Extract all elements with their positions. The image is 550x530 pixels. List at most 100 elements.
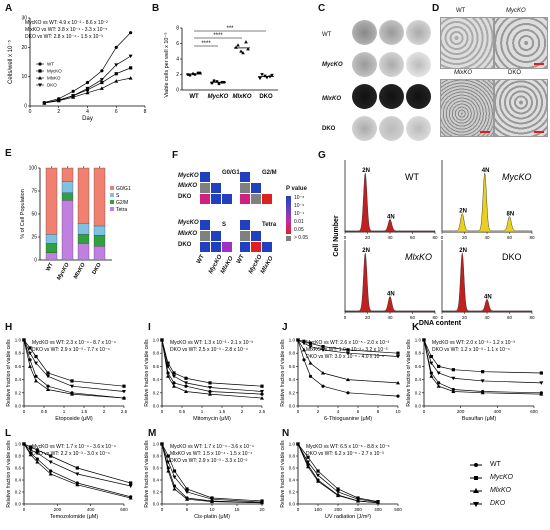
x-tick-label: WT	[189, 94, 199, 100]
data-point-mycko	[46, 371, 50, 375]
y-tick-label: 0.0	[15, 502, 22, 507]
series-line-mlxko	[423, 339, 542, 395]
x-tick-label: 40	[484, 235, 490, 240]
y-tick-label: 1.0	[289, 442, 296, 447]
data-point-dko	[480, 379, 485, 383]
y-tick-label: 0.2	[153, 390, 160, 395]
data-point-mycko	[49, 454, 53, 458]
x-axis-label: UV radiation (J/m²)	[325, 514, 371, 520]
row-label-mlx: MlxKO	[322, 96, 342, 102]
y-tick-label: 0.8	[15, 351, 22, 356]
y-tick-label: 0.6	[415, 364, 422, 369]
annotation: MycKO vs WT: 1.7 x 10⁻⁴ - 3.6 x 10⁻⁴	[170, 444, 254, 450]
peak-label: 2N	[459, 209, 467, 215]
significance-label: ****	[213, 33, 223, 39]
data-point-mlxko	[429, 374, 434, 378]
x-tick-label: 0	[23, 409, 26, 414]
data-point	[246, 47, 250, 51]
data-point	[210, 81, 214, 85]
y-tick-label: 0.2	[153, 490, 160, 495]
f-cell	[200, 172, 210, 182]
dish-dko-2	[379, 116, 404, 141]
legend-marker-wt	[38, 62, 42, 66]
data-point-dko	[166, 460, 171, 464]
legend-marker-dko	[38, 83, 42, 87]
f-title-tetra: Tetra	[262, 222, 277, 228]
x-tick-label: 1	[63, 409, 66, 414]
histogram-title: WT	[405, 172, 419, 182]
x-tick-label: 4	[86, 109, 89, 115]
dish-myc-2	[379, 52, 404, 77]
data-point-dko	[28, 351, 32, 356]
x-tick-label: 15	[234, 507, 240, 512]
series-line-mlxko	[297, 339, 399, 384]
data-point-dko	[172, 374, 176, 379]
micro-label-mlx: MlxKO	[454, 70, 472, 76]
dish-myc-3	[406, 52, 431, 77]
legend-swatch	[110, 207, 114, 211]
f-row-dko-2: DKO	[178, 242, 192, 248]
data-point-mlxko	[539, 392, 544, 396]
x-tick-label: 2	[317, 409, 320, 414]
f-cell	[211, 194, 221, 204]
data-point-wt	[35, 457, 39, 461]
data-point	[188, 73, 192, 77]
y-tick-label: 10	[21, 74, 27, 80]
panel-letter-a: A	[5, 3, 13, 14]
f-row-dko-1: DKO	[178, 194, 192, 200]
data-point-dko	[22, 442, 26, 446]
data-point-wt	[308, 374, 313, 378]
series-line-wt	[423, 339, 542, 394]
legend-marker-mlx	[473, 488, 479, 493]
annotation: MycKO vs WT: 4.9 x 10⁻² - 8.6 x 10⁻²	[25, 20, 108, 26]
data-point-dko	[308, 345, 313, 349]
data-point	[236, 43, 240, 47]
series-line-dko	[423, 339, 542, 384]
legend-swatch	[110, 200, 114, 204]
data-point-mlxko	[185, 497, 189, 501]
panel-d-micrographs: WT MycKO MlxKO DKO	[440, 8, 548, 140]
dish-wt-1	[352, 20, 377, 45]
data-point-dko	[356, 497, 360, 502]
chart-L: 0 200 400 600 0.0 0.2 0.4 0.6 0.8 1.0 Temozolomide…	[6, 440, 133, 520]
x-tick-label: DKO	[259, 94, 273, 100]
data-point-mycko	[539, 371, 543, 375]
x-tick-label: DKO	[91, 261, 103, 275]
annotation: MlxKO vs WT: 1.5 x 10⁻⁴ - 1.5 x 10⁻⁴	[170, 451, 252, 457]
x-tick-label: 6	[357, 409, 360, 414]
data-point-wt	[85, 80, 90, 85]
x-tick-label: 200	[54, 507, 62, 512]
data-point-mycko	[34, 354, 38, 359]
panel-letter-n: N	[282, 428, 290, 439]
data-point-mycko	[166, 361, 170, 365]
data-point-mlxko	[172, 384, 176, 388]
f-row-myc-2: MycKO	[178, 220, 199, 226]
data-point-dko	[114, 63, 119, 67]
data-point-dko	[429, 361, 434, 366]
x-tick-label: 400	[374, 507, 382, 512]
data-point-mlxko	[28, 364, 32, 368]
micro-label-wt: WT	[456, 8, 466, 14]
x-tick-label: 600	[120, 507, 128, 512]
f-cell	[240, 183, 250, 193]
y-tick-label: 0	[24, 104, 27, 110]
y-tick-label: 0.2	[15, 490, 22, 495]
annotation: MycKO vs WT: 1.7 x 10⁻⁴ - 3.6 x 10⁻⁴	[32, 444, 116, 450]
y-axis-label: Relative fraction of viable cells	[6, 440, 12, 508]
dish-wt-2	[379, 20, 404, 45]
y-axis-label: Relative fraction of viable cells	[406, 339, 412, 407]
data-point-mycko	[172, 371, 176, 375]
data-point-mycko	[321, 345, 325, 349]
data-point-mycko	[114, 72, 118, 76]
histogram-wt	[344, 172, 436, 233]
series-line-mlxko	[161, 339, 263, 399]
x-tick-label: 5	[186, 507, 189, 512]
x-tick-label: 8	[377, 409, 380, 414]
data-point-wt	[166, 371, 170, 375]
f-cell	[240, 231, 250, 241]
data-point-mlxko	[451, 389, 456, 393]
x-tick-label: 80	[529, 315, 535, 320]
data-point-mycko	[437, 364, 441, 368]
annotation: DKO vs WT: 3.0 x 10⁻⁵ - 4.0 x 10⁻⁶	[306, 354, 384, 360]
